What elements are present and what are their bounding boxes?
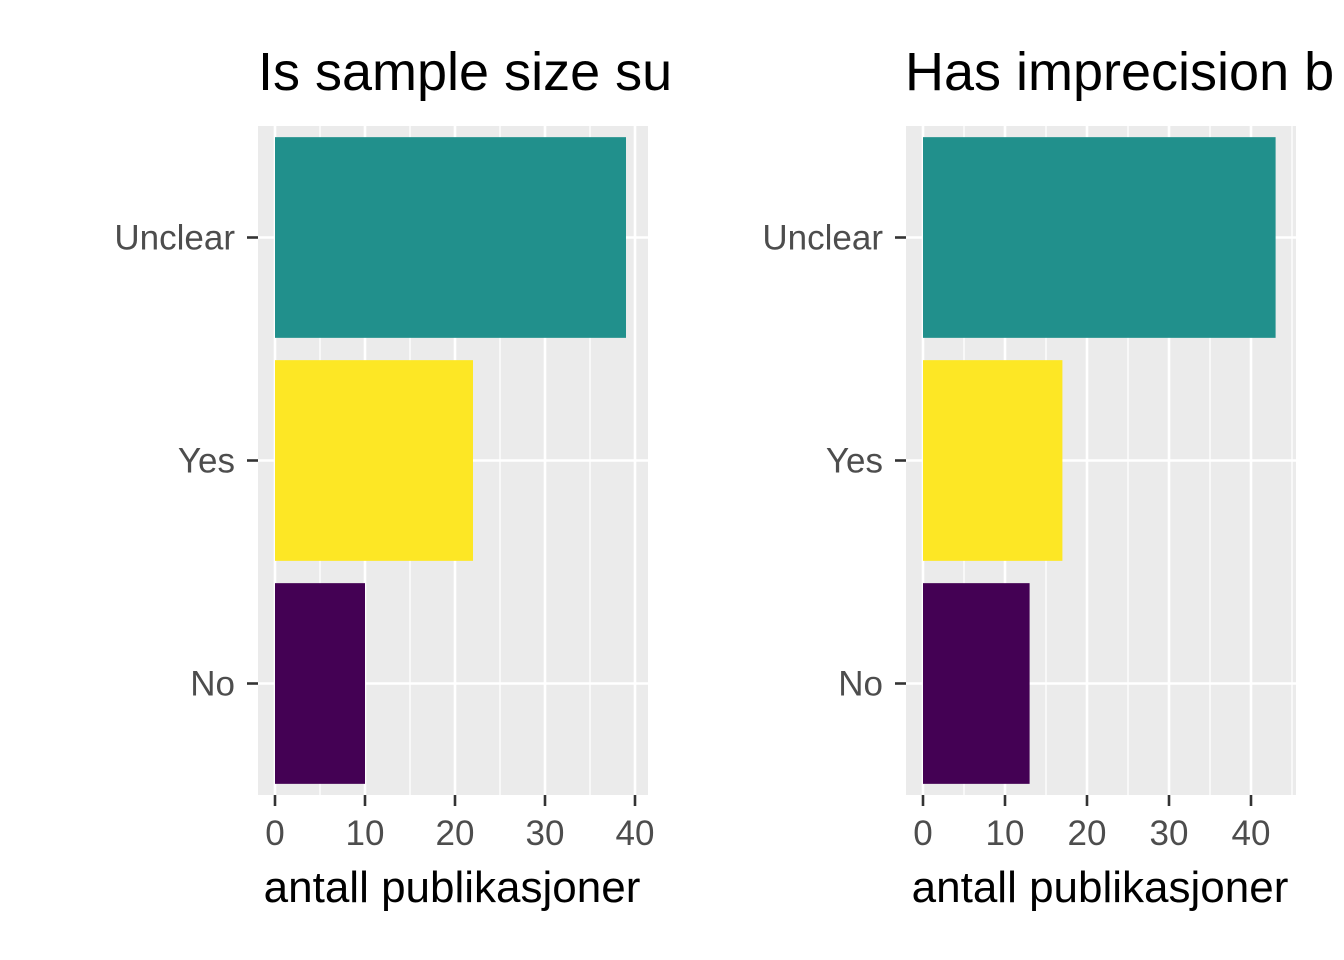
y-tick-label: Unclear <box>762 219 883 258</box>
chart-panel-2: Unclear Yes No 0 10 20 30 40 Has imprecision b… <box>762 42 1334 912</box>
y-tick-label: Yes <box>178 442 235 481</box>
bar-unclear <box>923 137 1276 338</box>
x-tick-label: 10 <box>986 814 1025 853</box>
x-tick-label: 40 <box>616 814 655 853</box>
bar-no <box>275 583 365 784</box>
y-tick-label: No <box>838 665 883 704</box>
x-axis-label: antall publikasjoner <box>912 863 1289 912</box>
x-tick-label: 20 <box>1068 814 1107 853</box>
x-tick-label: 40 <box>1232 814 1271 853</box>
x-tick-label: 0 <box>913 814 932 853</box>
bar-unclear <box>275 137 626 338</box>
bar-no <box>923 583 1030 784</box>
bar-yes <box>923 360 1063 561</box>
chart-title: Has imprecision b <box>905 42 1334 102</box>
x-tick-label: 20 <box>436 814 475 853</box>
chart-title: Is sample size su <box>258 42 672 102</box>
x-axis-label: antall publikasjoner <box>264 863 641 912</box>
x-tick-label: 10 <box>346 814 385 853</box>
y-tick-label: Yes <box>826 442 883 481</box>
chart-panel-1: Unclear Yes No 0 10 20 30 40 Is sample size su… <box>114 42 672 912</box>
y-tick-label: Unclear <box>114 219 235 258</box>
y-tick-label: No <box>190 665 235 704</box>
bar-yes <box>275 360 473 561</box>
x-tick-label: 30 <box>1150 814 1189 853</box>
x-tick-label: 0 <box>265 814 284 853</box>
x-tick-label: 30 <box>526 814 565 853</box>
